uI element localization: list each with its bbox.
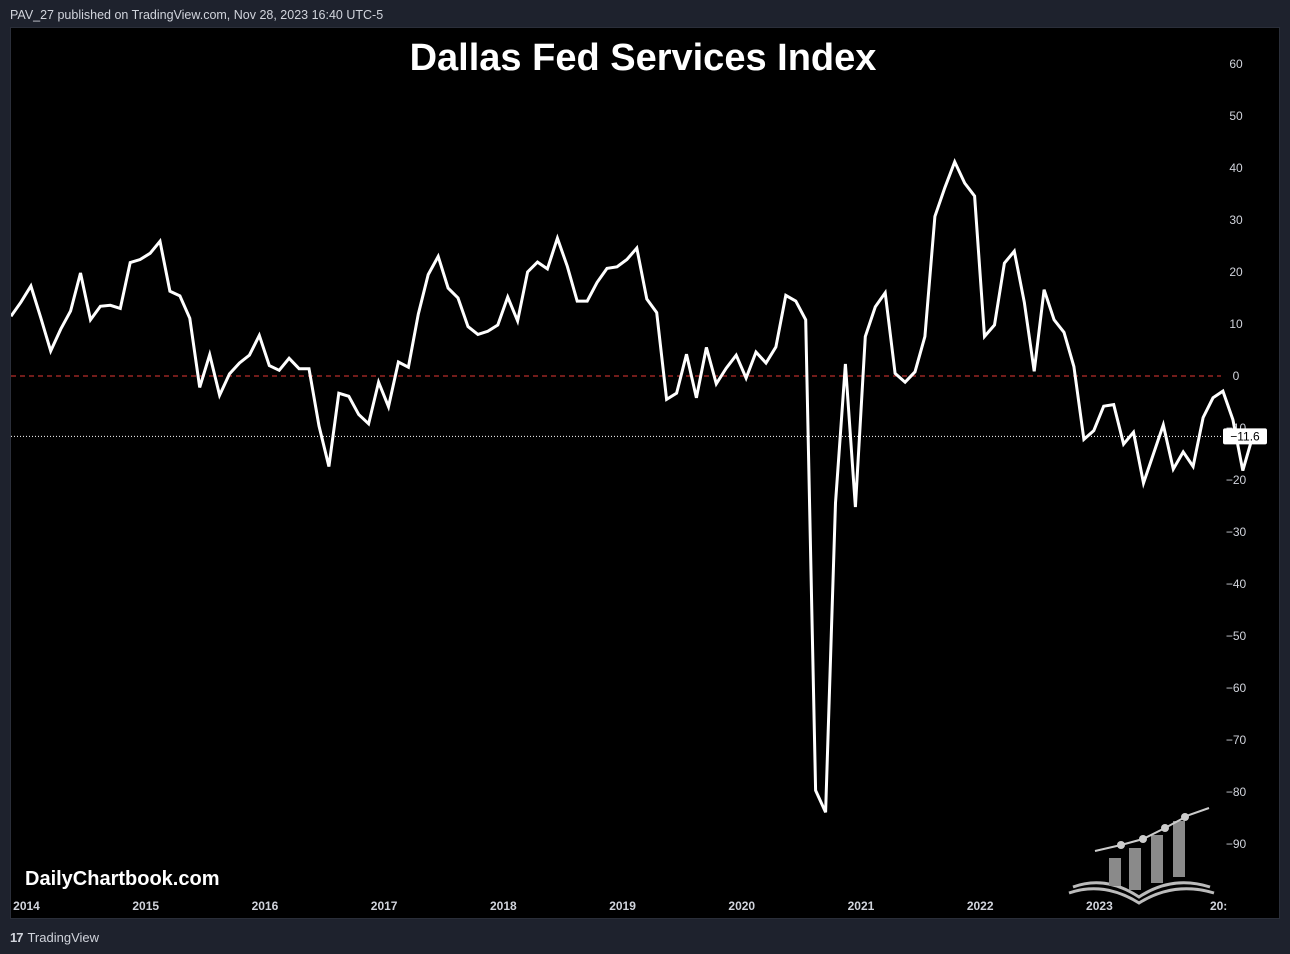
x-tick-label: 2020 — [728, 899, 755, 913]
tradingview-brand-text: TradingView — [27, 930, 100, 945]
tradingview-icon: 17 — [10, 930, 24, 945]
y-tick-label: −70 — [1226, 733, 1247, 747]
y-tick-label: −90 — [1226, 837, 1247, 851]
last-value-label: −11.6 — [1230, 429, 1260, 443]
watermark-text: DailyChartbook.com — [25, 868, 219, 890]
x-axis: 2014 2015 2016 2017 2018 2019 2020 2021 2022 2023… — [13, 899, 1227, 913]
y-tick-label: −50 — [1226, 629, 1247, 643]
y-tick-label: 20 — [1229, 265, 1243, 279]
series-line — [11, 157, 1255, 813]
x-tick-label: 2021 — [848, 899, 875, 913]
x-tick-label: 2015 — [132, 899, 159, 913]
x-tick-label: 2022 — [967, 899, 994, 913]
last-value-badge: −11.6 — [1223, 428, 1267, 445]
y-tick-label: 40 — [1229, 161, 1243, 175]
x-tick-label: 2016 — [252, 899, 279, 913]
x-tick-label: 2014 — [13, 899, 40, 913]
y-tick-label: −20 — [1226, 473, 1247, 487]
chart-title: Dallas Fed Services Index — [410, 37, 877, 79]
y-tick-label: −40 — [1226, 577, 1247, 591]
publish-info-text: PAV_27 published on TradingView.com, Nov… — [10, 8, 384, 22]
y-tick-label: 0 — [1233, 369, 1240, 383]
x-tick-label: 2018 — [490, 899, 517, 913]
y-tick-label: −60 — [1226, 681, 1247, 695]
footer: 17 TradingView — [0, 919, 1290, 954]
y-tick-label: −80 — [1226, 785, 1247, 799]
y-tick-label: 50 — [1229, 109, 1243, 123]
chart-panel: 60 50 40 30 20 10 0 −10 −20 −30 −40 −50 −60 −70 −80 −90… — [10, 27, 1280, 919]
line-chart: 6050403020100−10−20−30−40−50−60−70−80−90… — [11, 37, 1267, 913]
y-tick-label: 30 — [1229, 213, 1243, 227]
y-tick-label: 60 — [1229, 57, 1243, 71]
x-tick-label: 2023 — [1086, 899, 1113, 913]
y-tick-label: −30 — [1226, 525, 1247, 539]
x-tick-label: 2017 — [371, 899, 398, 913]
x-tick-label: 20: — [1210, 899, 1227, 913]
tradingview-logo[interactable]: 17 TradingView — [10, 930, 99, 945]
publish-header: PAV_27 published on TradingView.com, Nov… — [0, 0, 1290, 27]
y-tick-label: 10 — [1229, 317, 1243, 331]
x-tick-label: 2019 — [609, 899, 636, 913]
chartbook-logo-icon — [1068, 807, 1215, 905]
